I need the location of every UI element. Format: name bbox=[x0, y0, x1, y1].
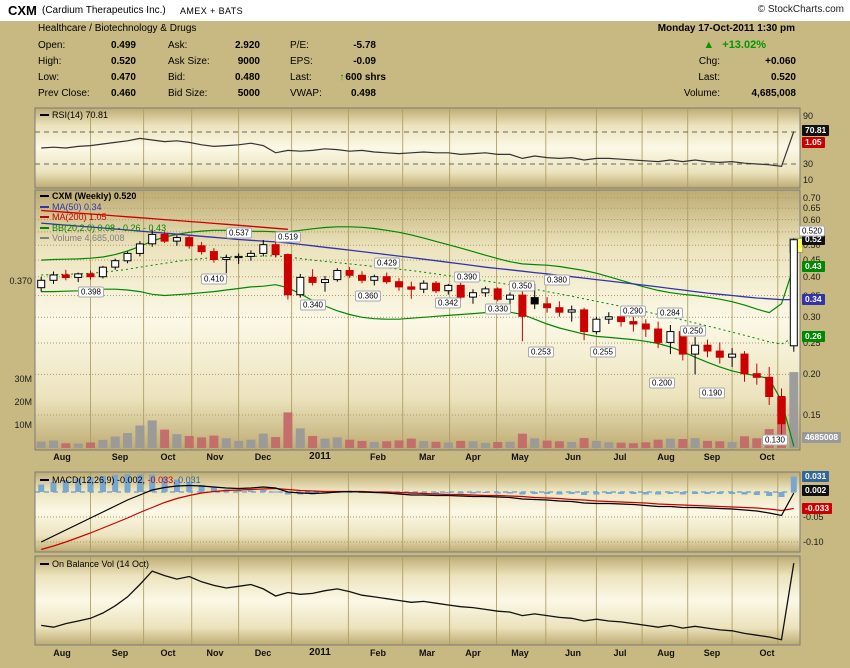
quote-label: Last: bbox=[290, 71, 312, 83]
quote-value: -0.09 bbox=[353, 55, 376, 67]
change-row: ▲ +13.02% bbox=[640, 37, 796, 53]
quote-row: Last: 0.520 bbox=[640, 69, 796, 85]
quote-row: Low: 0.470 bbox=[38, 69, 136, 85]
stockcharts-copyright-link[interactable]: © StockCharts.com bbox=[757, 4, 844, 15]
sector-breadcrumb: Healthcare / Biotechnology & Drugs bbox=[38, 23, 197, 34]
quote-value: 0.470 bbox=[110, 71, 136, 83]
ma200-line bbox=[41, 209, 288, 230]
quote-row: Open: 0.499 bbox=[38, 37, 136, 53]
bb-lower-line bbox=[41, 284, 795, 447]
last-trade-value: ↑600 shrs bbox=[326, 72, 386, 83]
ma50-line bbox=[41, 222, 794, 301]
up-triangle-icon: ▲ bbox=[703, 39, 715, 51]
quote-right-block: ▲ +13.02% Chg: +0.060 Last: 0.520 Volume: 4… bbox=[640, 37, 796, 101]
company-name: (Cardium Therapeutics Inc.) bbox=[42, 5, 166, 16]
bb-mid-line bbox=[41, 255, 795, 345]
quote-value: 5000 bbox=[237, 87, 260, 99]
quote-value: 9000 bbox=[237, 55, 260, 67]
quote-label: Last: bbox=[698, 71, 720, 83]
quote-value: -5.78 bbox=[353, 39, 376, 51]
quote-row: Ask Size: 9000 bbox=[168, 53, 260, 69]
exchange-name: AMEX + BATS bbox=[180, 6, 244, 16]
quote-value: 0.499 bbox=[110, 39, 136, 51]
obv-panel bbox=[34, 555, 801, 646]
quote-label: High: bbox=[38, 55, 62, 67]
quote-value: 2.920 bbox=[234, 39, 260, 51]
quote-row: Prev Close: 0.460 bbox=[38, 85, 136, 101]
quote-label: Low: bbox=[38, 71, 60, 83]
title-bar: CXM (Cardium Therapeutics Inc.) AMEX + B… bbox=[0, 0, 850, 21]
candles bbox=[37, 229, 798, 436]
quote-col-bidask: Ask: 2.920 Ask Size: 9000 Bid: 0.480 Bid Si… bbox=[168, 37, 260, 101]
quote-label: Ask Size: bbox=[168, 55, 210, 67]
change-percent: +13.02% bbox=[722, 39, 766, 51]
quote-value: 0.520 bbox=[110, 55, 136, 67]
price-panel bbox=[34, 189, 801, 451]
quote-datetime: Monday 17-Oct-2011 1:30 pm bbox=[657, 23, 795, 34]
last-trade-size: 600 shrs bbox=[345, 71, 386, 83]
quote-row: P/E: -5.78 bbox=[290, 37, 386, 53]
quote-value: 4,685,008 bbox=[751, 87, 797, 99]
quote-value: 0.520 bbox=[770, 71, 796, 83]
quote-row: Volume: 4,685,008 bbox=[640, 85, 796, 101]
macd-line bbox=[40, 484, 795, 543]
quote-label: Chg: bbox=[698, 55, 720, 67]
quote-row: Ask: 2.920 bbox=[168, 37, 260, 53]
quote-row: VWAP: 0.498 bbox=[290, 85, 386, 101]
quote-label: Volume: bbox=[683, 87, 720, 99]
quote-value: 0.460 bbox=[110, 87, 136, 99]
quote-col-fundamentals: P/E: -5.78 EPS: -0.09 Last: ↑600 shrs VWAP:… bbox=[290, 37, 386, 101]
quote-row: EPS: -0.09 bbox=[290, 53, 386, 69]
quote-label: Open: bbox=[38, 39, 66, 51]
quote-row: Bid: 0.480 bbox=[168, 69, 260, 85]
quote-value: +0.060 bbox=[765, 55, 796, 67]
quote-label: Prev Close: bbox=[38, 87, 90, 99]
quote-row: Bid Size: 5000 bbox=[168, 85, 260, 101]
quote-row: Last: ↑600 shrs bbox=[290, 69, 386, 85]
obv-line bbox=[41, 562, 795, 641]
up-arrow-icon: ↑ bbox=[339, 71, 345, 83]
quote-label: P/E: bbox=[290, 39, 309, 51]
quote-label: EPS: bbox=[290, 55, 313, 67]
rsi-panel bbox=[34, 107, 801, 189]
rsi-line bbox=[41, 131, 795, 168]
symbol: CXM bbox=[8, 3, 37, 18]
quote-col-ohlc: Open: 0.499 High: 0.520 Low: 0.470 Prev Clo… bbox=[38, 37, 136, 101]
quote-value: 0.480 bbox=[234, 71, 260, 83]
macd-signal-line bbox=[41, 487, 794, 551]
quote-row: Chg: +0.060 bbox=[640, 53, 796, 69]
quote-label: Bid: bbox=[168, 71, 186, 83]
quote-label: Bid Size: bbox=[168, 87, 208, 99]
quote-label: VWAP: bbox=[290, 87, 322, 99]
quote-row: High: 0.520 bbox=[38, 53, 136, 69]
quote-label: Ask: bbox=[168, 39, 188, 51]
quote-value: 0.498 bbox=[350, 87, 376, 99]
